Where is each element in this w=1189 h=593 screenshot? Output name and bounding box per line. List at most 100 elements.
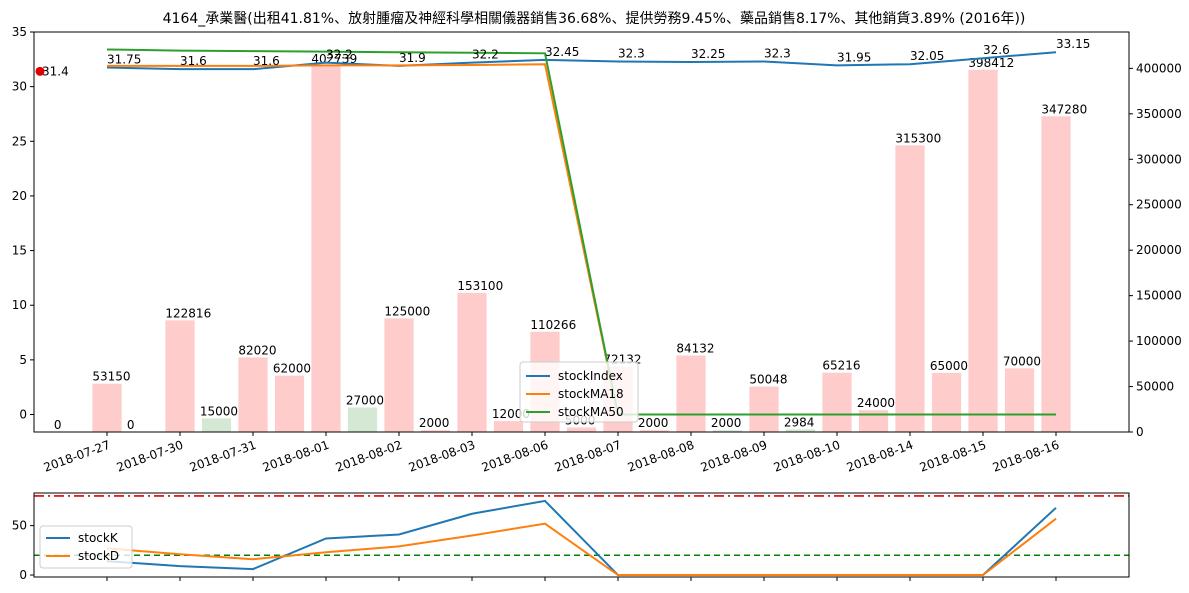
x-tick-label: 2018-08-15 (918, 438, 988, 475)
x-tick-label: 2018-08-14 (845, 438, 915, 475)
secondary-volume-label: 24000 (857, 396, 895, 410)
y-right-tick-label: 100000 (1136, 334, 1182, 348)
volume-bar (968, 69, 998, 432)
y-left-tick-label: 0 (19, 408, 27, 422)
secondary-volume-bar (566, 427, 597, 432)
secondary-volume-label: 15000 (200, 404, 238, 418)
kd-plot-frame (33, 492, 1130, 578)
volume-label: 84132 (676, 342, 714, 356)
price-label: 31.75 (107, 53, 141, 67)
y-left-tick-label: 5 (19, 353, 27, 367)
y-right-tick-label: 50000 (1136, 380, 1174, 394)
price-label: 31.6 (253, 54, 280, 68)
y-right-tick-label: 350000 (1136, 107, 1182, 121)
kd-legend-label: stockK (78, 531, 119, 545)
volume-label: 125000 (384, 304, 430, 318)
secondary-volume-bar (1004, 368, 1035, 432)
secondary-volume-bar (785, 429, 816, 432)
kd-y-tick-label: 50 (12, 519, 27, 533)
secondary-volume-bar (639, 430, 670, 432)
secondary-volume-bar (493, 421, 524, 432)
price-label: 33.15 (1056, 37, 1090, 51)
secondary-volume-label: 2984 (784, 415, 815, 429)
price-volume-chart: 0015000620002700020001200050002000200029… (12, 25, 1182, 475)
secondary-volume-label: 2000 (638, 416, 669, 430)
volume-bar (92, 383, 122, 432)
y-left-tick-label: 15 (12, 244, 27, 258)
x-tick-label: 2018-08-09 (699, 438, 769, 475)
kd-indicator-chart: 0 50 stockK stockD (12, 492, 1130, 582)
x-tick-label: 2018-08-10 (772, 438, 842, 475)
y-right-tick-label: 400000 (1136, 61, 1182, 75)
x-tick-label: 2018-08-07 (553, 438, 623, 475)
price-label: 32.3 (618, 47, 645, 61)
secondary-volume-bar (274, 375, 305, 432)
kd-line-stockD (106, 517, 1057, 577)
marker-label: 31.4 (42, 64, 69, 78)
secondary-volume-label: 70000 (1003, 354, 1041, 368)
marker-point (35, 66, 45, 76)
chart-title: 4164_承業醫(出租41.81%、放射腫瘤及神經科學相關儀器銷售36.68%、… (163, 10, 1026, 27)
volume-label: 110266 (530, 318, 576, 332)
price-label: 32.2 (326, 48, 353, 62)
secondary-volume-bar (347, 407, 378, 432)
secondary-volume-label: 0 (54, 418, 62, 432)
volume-bar (676, 355, 706, 432)
secondary-volume-label: 27000 (346, 393, 384, 407)
x-tick-label: 2018-08-01 (261, 438, 331, 475)
x-tick-label: 2018-08-08 (626, 438, 696, 475)
kd-legend-box (39, 525, 133, 569)
legend-label: stockMA50 (558, 405, 624, 419)
volume-bar (822, 372, 852, 432)
volume-label: 315300 (895, 131, 941, 145)
volume-label: 122816 (165, 306, 211, 320)
y-right-tick-label: 200000 (1136, 243, 1182, 257)
price-label: 31.6 (180, 54, 207, 68)
volume-bar (165, 320, 195, 432)
plot-frame (33, 31, 1130, 433)
x-tick-label: 2018-08-02 (334, 438, 404, 475)
series-line-stockMA50 (106, 48, 1056, 416)
x-tick-label: 2018-07-30 (115, 438, 185, 475)
volume-bar (238, 357, 268, 432)
secondary-volume-label: 2000 (711, 416, 742, 430)
secondary-volume-label: 0 (127, 418, 135, 432)
volume-bar (457, 292, 487, 432)
kd-y-tick-label: 0 (19, 568, 27, 582)
y-left-tick-label: 20 (12, 189, 27, 203)
secondary-volume-label: 2000 (419, 416, 450, 430)
price-label: 31.95 (837, 50, 871, 64)
price-label: 32.05 (910, 49, 944, 63)
y-right-tick-label: 300000 (1136, 152, 1182, 166)
volume-label: 153100 (457, 279, 503, 293)
x-tick-label: 2018-07-31 (188, 438, 258, 475)
x-tick-label: 2018-08-16 (991, 438, 1061, 475)
volume-label: 82020 (238, 343, 276, 357)
y-left-tick-label: 10 (12, 298, 27, 312)
x-tick-label: 2018-08-03 (407, 438, 477, 475)
secondary-volume-bar (858, 410, 889, 432)
x-tick-label: 2018-07-27 (42, 438, 112, 475)
secondary-volume-label: 62000 (273, 362, 311, 376)
legend-label: stockMA18 (558, 387, 624, 401)
volume-bar (384, 318, 414, 432)
secondary-volume-label: 65000 (930, 359, 968, 373)
secondary-volume-bar (931, 372, 962, 432)
y-left-tick-label: 35 (12, 25, 27, 39)
y-right-tick-label: 150000 (1136, 289, 1182, 303)
volume-label: 50048 (749, 373, 787, 387)
price-label: 32.6 (983, 43, 1010, 57)
volume-label: 65216 (822, 359, 860, 373)
price-label: 32.2 (472, 48, 499, 62)
series-line-stockIndex (106, 51, 1057, 71)
x-tick-label: 2018-08-06 (480, 438, 550, 475)
secondary-volume-bar (201, 418, 232, 432)
legend-label: stockIndex (558, 369, 623, 383)
volume-bar (895, 145, 925, 432)
price-label: 31.9 (399, 51, 426, 65)
kd-legend-label: stockD (78, 549, 119, 563)
volume-label: 53150 (92, 370, 130, 384)
price-label: 32.45 (545, 45, 579, 59)
